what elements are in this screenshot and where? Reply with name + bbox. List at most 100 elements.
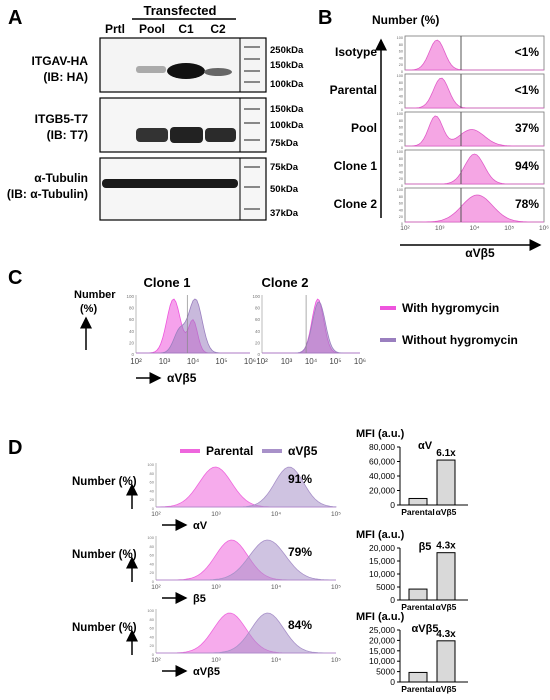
- y-tick-label: 100: [397, 188, 403, 192]
- ladder-band: [244, 81, 260, 83]
- y-tick-label: 0: [131, 352, 134, 357]
- percent-label: <1%: [515, 83, 540, 97]
- band: [136, 128, 168, 142]
- blot-target: ITGB5-T7: [35, 112, 89, 126]
- y-tick-label: 0: [257, 352, 260, 357]
- ladder-band: [244, 46, 260, 48]
- transfected-header: Transfected: [144, 3, 217, 18]
- y-tick-label: 20: [399, 215, 403, 219]
- x-tick-label: 10²: [151, 511, 161, 518]
- legend-swatch: [262, 449, 282, 453]
- band: [205, 128, 236, 142]
- y-axis-title: Number: [74, 289, 116, 301]
- band: [102, 179, 238, 188]
- y-tick-label: 20,000: [369, 635, 395, 645]
- x-tick-label: 10³: [211, 584, 221, 591]
- y-tick-label: 0: [390, 500, 395, 510]
- category-label: Parental: [401, 684, 435, 694]
- y-tick-label: 25,000: [369, 625, 395, 635]
- mw-marker: 150kDa: [270, 104, 304, 115]
- y-tick-label: 0: [401, 146, 403, 150]
- y-tick-label: 60: [150, 480, 155, 485]
- x-tick-label: 10⁴: [305, 357, 318, 366]
- histogram-row: Parental <1% 100 80 60 40 20 0: [330, 73, 545, 112]
- y-tick-label: 100: [397, 150, 403, 154]
- mfi-bar-chart: MFI (a.u.) αVβ5 25,00020,00015,00010,00050…: [356, 611, 468, 694]
- lane-label: Pool: [139, 22, 165, 36]
- y-tick-label: 60: [150, 553, 155, 558]
- x-axis-title: αVβ5: [193, 666, 220, 678]
- blot-itgav: ITGAV-HA (IB: HA) 250kDa 150kDa 100kDa: [32, 37, 304, 93]
- x-axis-title: αVβ5: [465, 246, 495, 260]
- band: [167, 63, 205, 79]
- histogram-curve: [405, 153, 544, 185]
- y-tick-label: 20: [150, 643, 155, 648]
- y-tick-label: 80: [399, 119, 403, 123]
- chart-title: αVβ5: [412, 623, 439, 635]
- ladder-band: [244, 108, 260, 110]
- y-tick-label: 60: [399, 50, 403, 54]
- histogram-curve: [136, 298, 250, 354]
- x-tick-label: 10³: [211, 657, 221, 664]
- histogram-row: Isotype <1% 100 80 60 40 20 0: [335, 35, 545, 74]
- y-tick-label: 20,000: [369, 486, 395, 496]
- y-tick-label: 40: [399, 94, 403, 98]
- percent-label: 37%: [515, 121, 539, 135]
- y-tick-label: 80: [150, 544, 155, 549]
- blot-frame: [99, 97, 267, 153]
- histogram-curve: [405, 39, 544, 71]
- histogram-row: Number (%) 91% 10² 10³ 10⁴ 10⁵ 100 80 60 40 20 0 αV: [72, 462, 341, 532]
- mw-marker: 75kDa: [270, 138, 299, 149]
- category-label: αVβ5: [436, 602, 457, 612]
- y-tick-label: 60: [399, 88, 403, 92]
- histogram-plot: 10² 10³ 10⁴ 10⁵ 10⁶ 100 80 60 40 20 0: [252, 294, 366, 366]
- ladder-band: [244, 122, 260, 124]
- mw-marker: 100kDa: [270, 120, 304, 131]
- y-tick-label: 80: [129, 306, 135, 311]
- panel-letter-c: C: [8, 267, 22, 289]
- y-tick-label: 100: [126, 294, 134, 299]
- x-tick-label: 10⁴: [271, 657, 281, 664]
- blot-ib: (IB: HA): [43, 70, 88, 84]
- x-tick-label: 10⁵: [331, 511, 341, 518]
- y-axis-title: Number (%): [372, 13, 439, 27]
- panel-letter-b: B: [318, 7, 332, 29]
- ladder-band: [244, 186, 260, 188]
- band: [170, 127, 203, 143]
- y-tick-label: 40: [399, 170, 403, 174]
- y-tick-label: 80: [399, 195, 403, 199]
- bar: [408, 497, 428, 506]
- y-axis-title: Number (%): [72, 549, 137, 561]
- x-axis-title: αVβ5: [167, 371, 197, 385]
- x-tick-label: 10²: [256, 357, 268, 366]
- x-tick-label: 10³: [211, 511, 221, 518]
- blot-target: α-Tubulin: [34, 171, 88, 185]
- legend-label: αVβ5: [288, 444, 318, 458]
- y-tick-label: 60: [150, 626, 155, 631]
- y-tick-label: 80: [255, 306, 261, 311]
- y-tick-label: 20: [129, 340, 135, 345]
- x-tick-label: 10⁴: [271, 584, 281, 591]
- y-tick-label: 80: [150, 617, 155, 622]
- bar: [408, 671, 428, 683]
- x-tick-label: 10²: [130, 357, 142, 366]
- y-tick-label: 80: [399, 81, 403, 85]
- legend-swatch: [380, 338, 396, 342]
- band: [136, 66, 166, 73]
- y-tick-label: 100: [397, 36, 403, 40]
- mw-marker: 50kDa: [270, 184, 299, 195]
- y-axis-title: MFI (a.u.): [356, 611, 405, 623]
- y-tick-label: 0: [390, 677, 395, 687]
- mw-marker: 100kDa: [270, 79, 304, 90]
- y-axis-title: MFI (a.u.): [356, 428, 405, 440]
- ladder-band: [244, 166, 260, 168]
- mw-marker: 250kDa: [270, 45, 304, 56]
- y-tick-label: 20: [150, 497, 155, 502]
- histogram-plot: 10² 10³ 10⁴ 10⁵ 10⁶ 100 80 60 40 20 0: [126, 294, 256, 366]
- legend-swatch: [180, 449, 200, 453]
- y-tick-label: 60: [399, 164, 403, 168]
- y-tick-label: 20: [255, 340, 261, 345]
- ladder-band: [244, 208, 260, 210]
- y-tick-label: 60: [399, 202, 403, 206]
- x-tick-label: 10⁴: [187, 357, 200, 366]
